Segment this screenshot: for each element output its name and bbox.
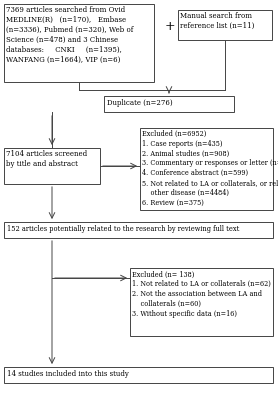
FancyBboxPatch shape	[104, 96, 234, 112]
FancyBboxPatch shape	[4, 222, 273, 238]
Text: Excluded (n=6952)
1. Case reports (n=435)
2. Animal studies (n=908)
3. Commentar: Excluded (n=6952) 1. Case reports (n=435…	[142, 130, 278, 206]
FancyBboxPatch shape	[4, 148, 100, 184]
Text: 7369 articles searched from Ovid
MEDLINE(R)   (n=170),   Embase
(n=3336), Pubmed: 7369 articles searched from Ovid MEDLINE…	[6, 6, 134, 64]
FancyBboxPatch shape	[130, 268, 273, 336]
Text: Excluded (n= 138)
1. Not related to LA or collaterals (n=62)
2. Not the associat: Excluded (n= 138) 1. Not related to LA o…	[133, 270, 271, 318]
Text: Manual search from
reference list (n=11): Manual search from reference list (n=11)	[180, 12, 255, 30]
FancyBboxPatch shape	[140, 128, 273, 210]
Text: Duplicate (n=276): Duplicate (n=276)	[107, 99, 173, 107]
Text: 152 articles potentially related to the research by reviewing full text: 152 articles potentially related to the …	[7, 225, 239, 233]
FancyBboxPatch shape	[4, 4, 154, 82]
Text: 7104 articles screened
by title and abstract: 7104 articles screened by title and abst…	[6, 150, 88, 168]
Text: +: +	[165, 20, 175, 32]
FancyBboxPatch shape	[4, 367, 273, 383]
FancyBboxPatch shape	[178, 10, 272, 40]
Text: 14 studies included into this study: 14 studies included into this study	[7, 370, 129, 378]
